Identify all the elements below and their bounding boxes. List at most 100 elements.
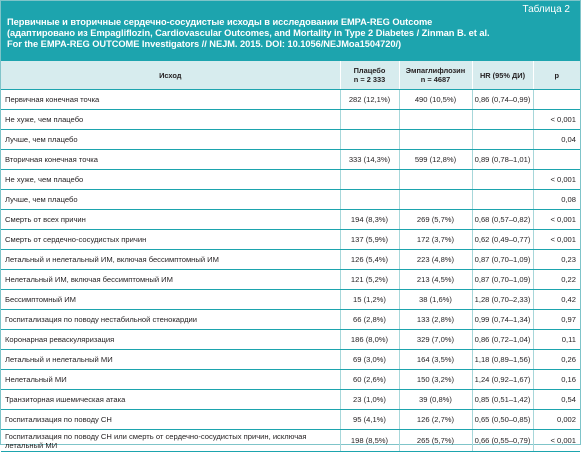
cell-outcome: Лучше, чем плацебо xyxy=(1,129,340,150)
cell-hr xyxy=(471,129,533,150)
cell-empagliflozin: 172 (3,7%) xyxy=(398,229,472,250)
cell-outcome: Транзиторная ишемическая атака xyxy=(1,389,340,410)
cell-p: 0,08 xyxy=(532,189,580,210)
column-header-outcome: Исход xyxy=(1,61,340,90)
cell-hr: 0,89 (0,78–1,01) xyxy=(471,149,533,170)
cell-hr: 0,86 (0,74–0,99) xyxy=(471,89,533,110)
cell-p: < 0,001 xyxy=(532,109,580,130)
cell-hr: 0,62 (0,49–0,77) xyxy=(471,229,533,250)
cell-placebo: 186 (8,0%) xyxy=(339,329,399,350)
table-row: Не хуже, чем плацебо < 0,001 xyxy=(1,109,580,130)
cell-placebo: 282 (12,1%) xyxy=(339,89,399,110)
table-row: Вторичная конечная точка 333 (14,3%) 599 (… xyxy=(1,149,580,170)
cell-empagliflozin: 164 (3,5%) xyxy=(398,349,472,370)
table-row: Не хуже, чем плацебо < 0,001 xyxy=(1,169,580,190)
cell-placebo: 23 (1,0%) xyxy=(339,389,399,410)
table-row: Лучше, чем плацебо 0,04 xyxy=(1,129,580,150)
cell-placebo xyxy=(339,109,399,130)
cell-empagliflozin: 133 (2,8%) xyxy=(398,309,472,330)
cell-hr xyxy=(471,169,533,190)
table-row: Госпитализация по поводу СН или смерть о… xyxy=(1,429,580,452)
cell-p: 0,26 xyxy=(532,349,580,370)
cell-empagliflozin: 126 (2,7%) xyxy=(398,409,472,430)
cell-placebo: 95 (4,1%) xyxy=(339,409,399,430)
cell-outcome: Летальный и нелетальный ИМ, включая бесс… xyxy=(1,249,340,270)
table-row: Транзиторная ишемическая атака 23 (1,0%) 3… xyxy=(1,389,580,410)
cell-placebo: 137 (5,9%) xyxy=(339,229,399,250)
cell-placebo: 194 (8,3%) xyxy=(339,209,399,230)
cell-p: 0,16 xyxy=(532,369,580,390)
cell-empagliflozin: 490 (10,5%) xyxy=(398,89,472,110)
cell-p: 0,002 xyxy=(532,409,580,430)
cell-p xyxy=(532,149,580,170)
cell-p xyxy=(532,89,580,110)
cell-hr: 0,85 (0,51–1,42) xyxy=(471,389,533,410)
cell-empagliflozin: 150 (3,2%) xyxy=(398,369,472,390)
cell-outcome: Госпитализация по поводу нестабильной ст… xyxy=(1,309,340,330)
table-row: Смерть от сердечно-сосудистых причин 137 … xyxy=(1,229,580,250)
cell-outcome: Летальный и нелетальный МИ xyxy=(1,349,340,370)
table-row: Первичная конечная точка 282 (12,1%) 490 (… xyxy=(1,89,580,110)
cell-outcome: Смерть от сердечно-сосудистых причин xyxy=(1,229,340,250)
cell-hr xyxy=(471,189,533,210)
cell-p: < 0,001 xyxy=(532,229,580,250)
cell-empagliflozin: 223 (4,8%) xyxy=(398,249,472,270)
cell-hr: 1,24 (0,92–1,67) xyxy=(471,369,533,390)
cell-p: < 0,001 xyxy=(532,169,580,190)
table-row: Нелетальный ИМ, включая бессимптомный ИМ… xyxy=(1,269,580,290)
cell-placebo: 15 (1,2%) xyxy=(339,289,399,310)
cell-hr: 0,86 (0,72–1,04) xyxy=(471,329,533,350)
table-row: Нелетальный МИ 60 (2,6%) 150 (3,2%) 1,24 (0… xyxy=(1,369,580,390)
cell-hr: 0,99 (0,74–1,34) xyxy=(471,309,533,330)
cell-p: 0,04 xyxy=(532,129,580,150)
table-row: Смерть от всех причин 194 (8,3%) 269 (5,7%… xyxy=(1,209,580,230)
table-title-line-2: (адаптировано из Empagliflozin, Cardiova… xyxy=(7,28,490,38)
cell-placebo: 121 (5,2%) xyxy=(339,269,399,290)
column-header-p: p xyxy=(532,61,580,90)
cell-empagliflozin: 39 (0,8%) xyxy=(398,389,472,410)
cell-outcome: Бессимптомный ИМ xyxy=(1,289,340,310)
cell-p: < 0,001 xyxy=(532,209,580,230)
column-header-hr: HR (95% ДИ) xyxy=(471,61,533,90)
cell-p: 0,42 xyxy=(532,289,580,310)
cell-hr: 0,66 (0,55–0,79) xyxy=(471,429,533,452)
cell-outcome: Нелетальный ИМ, включая бессимптомный ИМ xyxy=(1,269,340,290)
cell-hr xyxy=(471,109,533,130)
cell-outcome: Госпитализация по поводу СН xyxy=(1,409,340,430)
cell-outcome: Смерть от всех причин xyxy=(1,209,340,230)
cell-placebo xyxy=(339,129,399,150)
cell-outcome: Госпитализация по поводу СН или смерть о… xyxy=(1,429,340,452)
cell-empagliflozin: 599 (12,8%) xyxy=(398,149,472,170)
cell-p: 0,23 xyxy=(532,249,580,270)
cell-outcome: Не хуже, чем плацебо xyxy=(1,169,340,190)
cell-empagliflozin xyxy=(398,189,472,210)
table-row: Летальный и нелетальный МИ 69 (3,0%) 164 (… xyxy=(1,349,580,370)
outcomes-table: Исход Плацебо n = 2 333 Эмпаглифлозин n = … xyxy=(1,61,580,452)
empagliflozin-n: n = 4687 xyxy=(420,75,451,84)
placebo-n: n = 2 333 xyxy=(353,75,386,84)
table-row: Госпитализация по поводу нестабильной ст… xyxy=(1,309,580,330)
cell-placebo xyxy=(339,189,399,210)
cell-empagliflozin xyxy=(398,109,472,130)
cell-placebo: 60 (2,6%) xyxy=(339,369,399,390)
cell-placebo: 333 (14,3%) xyxy=(339,149,399,170)
table-title-line-1: Первичные и вторичные сердечно-сосудисты… xyxy=(7,17,433,27)
cell-empagliflozin: 265 (5,7%) xyxy=(398,429,472,452)
cell-placebo: 126 (5,4%) xyxy=(339,249,399,270)
cell-p: 0,97 xyxy=(532,309,580,330)
cell-hr: 0,87 (0,70–1,09) xyxy=(471,249,533,270)
cell-hr: 1,28 (0,70–2,33) xyxy=(471,289,533,310)
table-row: Госпитализация по поводу СН 95 (4,1%) 126 … xyxy=(1,409,580,430)
cell-placebo: 69 (3,0%) xyxy=(339,349,399,370)
table-row: Коронарная реваскуляризация 186 (8,0%) 329… xyxy=(1,329,580,350)
cell-hr: 0,87 (0,70–1,09) xyxy=(471,269,533,290)
column-header-empagliflozin: Эмпаглифлозин n = 4687 xyxy=(398,61,472,90)
cell-placebo xyxy=(339,169,399,190)
cell-empagliflozin xyxy=(398,129,472,150)
table-row: Летальный и нелетальный ИМ, включая бесс… xyxy=(1,249,580,270)
cell-empagliflozin: 269 (5,7%) xyxy=(398,209,472,230)
table-row: Лучше, чем плацебо 0,08 xyxy=(1,189,580,210)
cell-outcome: Коронарная реваскуляризация xyxy=(1,329,340,350)
table-header: Таблица 2 Первичные и вторичные сердечно… xyxy=(1,1,580,61)
cell-p: 0,22 xyxy=(532,269,580,290)
